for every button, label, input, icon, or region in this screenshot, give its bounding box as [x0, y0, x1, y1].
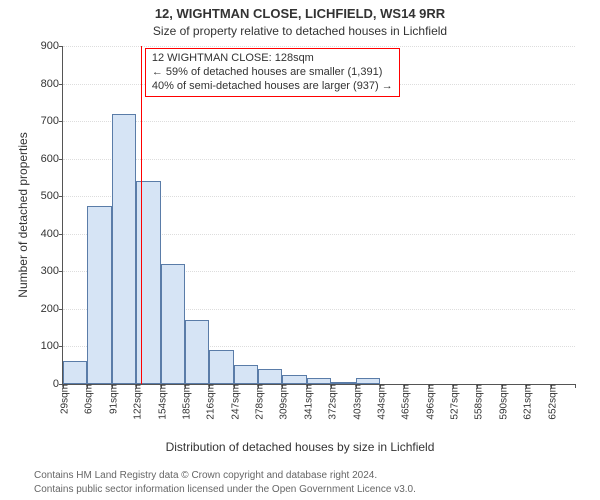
xtick-label: 278sqm — [251, 384, 266, 420]
chart-subtitle: Size of property relative to detached ho… — [0, 24, 600, 38]
ytick-label: 900 — [41, 40, 63, 52]
xtick-label: 341sqm — [299, 384, 314, 420]
xtick-mark — [575, 384, 576, 388]
histogram-bar — [161, 264, 185, 384]
xtick-label: 527sqm — [446, 384, 461, 420]
histogram-bar — [209, 350, 233, 384]
histogram-bar — [87, 206, 111, 384]
histogram-bar — [234, 365, 258, 384]
xtick-label: 558sqm — [470, 384, 485, 420]
histogram-bar — [63, 361, 87, 384]
xtick-label: 185sqm — [177, 384, 192, 420]
ytick-label: 400 — [41, 228, 63, 240]
ytick-label: 800 — [41, 78, 63, 90]
histogram-bar — [282, 375, 306, 384]
chart-container: 12, WIGHTMAN CLOSE, LICHFIELD, WS14 9RR … — [0, 0, 600, 500]
ytick-label: 700 — [41, 115, 63, 127]
xtick-label: 91sqm — [104, 384, 119, 414]
xtick-label: 621sqm — [519, 384, 534, 420]
xtick-label: 29sqm — [56, 384, 71, 414]
x-axis-label: Distribution of detached houses by size … — [0, 440, 600, 454]
xtick-label: 590sqm — [494, 384, 509, 420]
histogram-bar — [185, 320, 209, 384]
xtick-label: 652sqm — [543, 384, 558, 420]
plot-area: 010020030040050060070080090029sqm60sqm91… — [62, 46, 575, 385]
property-marker-line — [141, 46, 142, 384]
xtick-label: 434sqm — [372, 384, 387, 420]
annotation-line: 40% of semi-detached houses are larger (… — [152, 80, 393, 94]
xtick-label: 154sqm — [153, 384, 168, 420]
xtick-label: 372sqm — [324, 384, 339, 420]
annotation-line: 12 WIGHTMAN CLOSE: 128sqm — [152, 52, 393, 66]
histogram-bar — [258, 369, 282, 384]
gridline-h — [63, 121, 575, 122]
histogram-bar — [136, 181, 160, 384]
xtick-label: 216sqm — [202, 384, 217, 420]
annotation-line: ← 59% of detached houses are smaller (1,… — [152, 66, 393, 80]
ytick-label: 500 — [41, 190, 63, 202]
footer-line-2: Contains public sector information licen… — [34, 484, 416, 495]
xtick-label: 309sqm — [275, 384, 290, 420]
gridline-h — [63, 46, 575, 47]
ytick-label: 300 — [41, 265, 63, 277]
y-axis-label: Number of detached properties — [16, 46, 30, 384]
xtick-label: 247sqm — [226, 384, 241, 420]
ytick-label: 100 — [41, 340, 63, 352]
ytick-label: 600 — [41, 153, 63, 165]
xtick-label: 496sqm — [421, 384, 436, 420]
xtick-label: 465sqm — [397, 384, 412, 420]
xtick-label: 403sqm — [348, 384, 363, 420]
annotation-box: 12 WIGHTMAN CLOSE: 128sqm← 59% of detach… — [145, 48, 400, 97]
chart-title: 12, WIGHTMAN CLOSE, LICHFIELD, WS14 9RR — [0, 6, 600, 21]
xtick-label: 60sqm — [80, 384, 95, 414]
histogram-bar — [112, 114, 136, 384]
ytick-label: 200 — [41, 303, 63, 315]
gridline-h — [63, 159, 575, 160]
footer-line-1: Contains HM Land Registry data © Crown c… — [34, 470, 377, 481]
xtick-label: 122sqm — [129, 384, 144, 420]
